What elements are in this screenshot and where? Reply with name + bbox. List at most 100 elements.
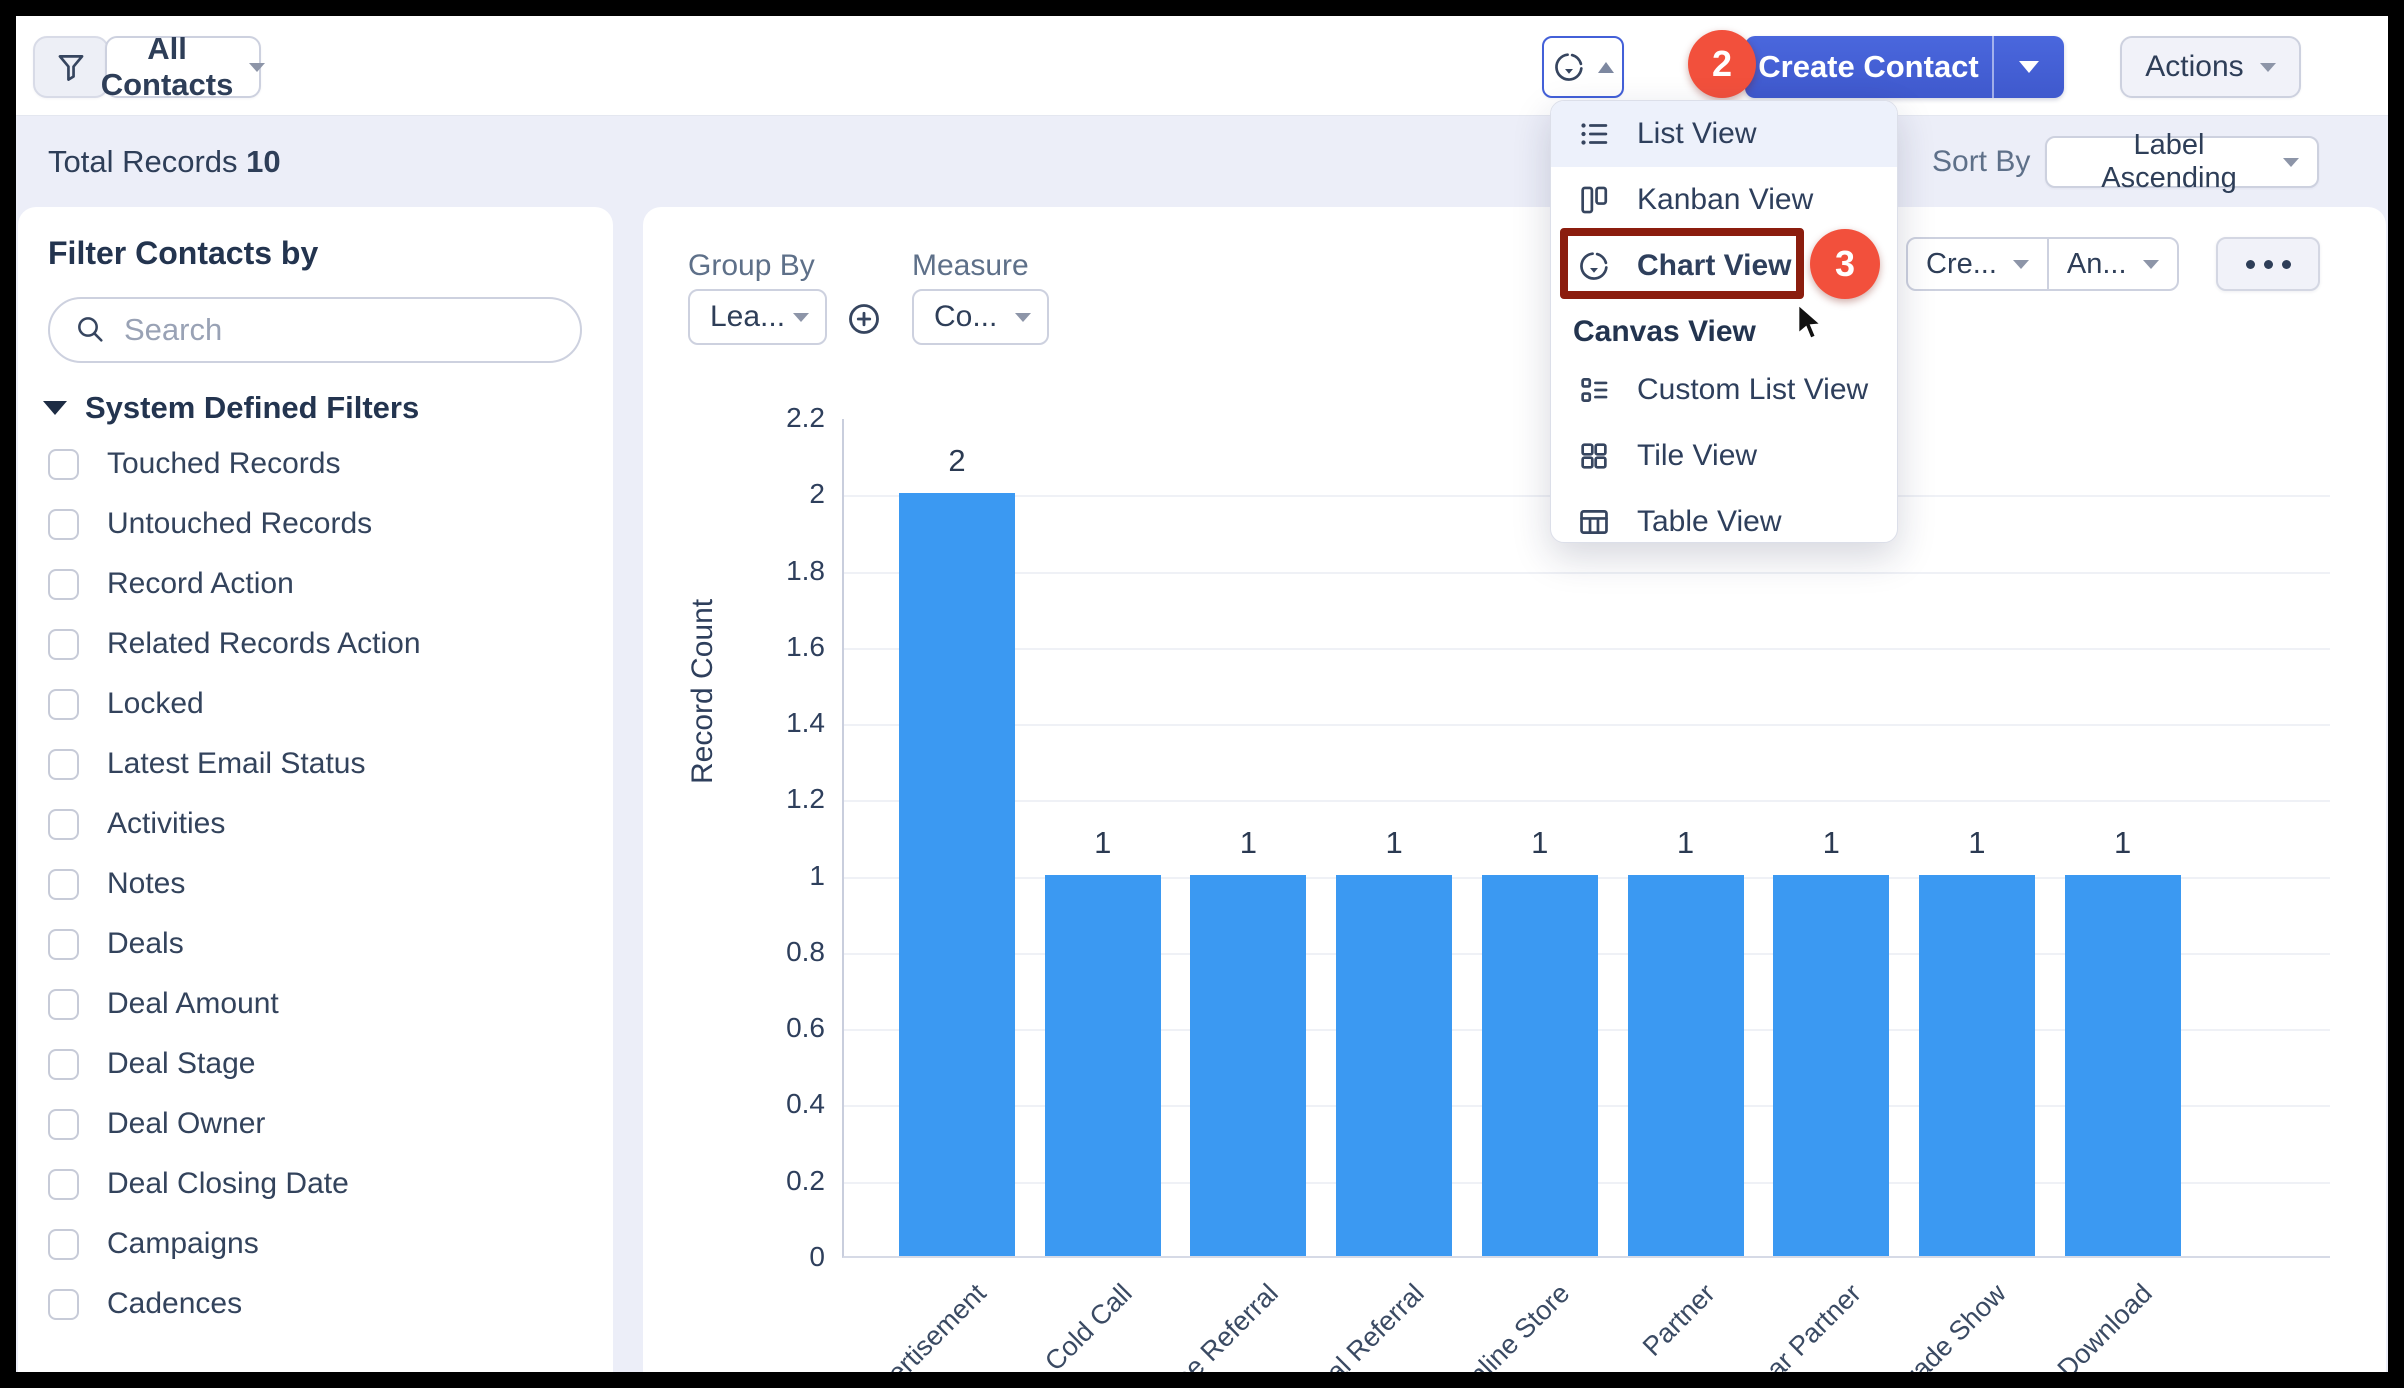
checkbox[interactable] [48,1288,79,1320]
menu-item-custom-list-view[interactable]: Custom List View [1551,357,1897,423]
filter-item-related-records-action[interactable]: Related Records Action [48,614,588,674]
chevron-down-icon [2259,62,2276,72]
filter-item-label: Touched Records [107,447,341,480]
menu-item-table-view[interactable]: Table View [1551,489,1897,542]
y-axis-tick-label: 1.4 [786,707,825,739]
created-time-dropdown[interactable]: Cre... [1908,239,2047,289]
y-axis-tick-label: 1.6 [786,630,825,662]
checkbox[interactable] [48,688,79,720]
filter-item-activities[interactable]: Activities [48,794,588,854]
bar-value-label: 1 [1531,824,1549,860]
checkbox[interactable] [48,988,79,1020]
checkbox[interactable] [48,1228,79,1260]
more-options-button[interactable] [2216,237,2320,291]
checkbox[interactable] [48,1048,79,1080]
range-dropdown[interactable]: An... [2046,239,2177,289]
filter-item-label: Campaigns [107,1227,259,1260]
filter-sidebar: Filter Contacts by System Defined Filter… [18,207,613,1372]
menu-item-kanban-view[interactable]: Kanban View [1551,167,1897,233]
checkbox[interactable] [48,508,79,540]
filter-item-label: Activities [107,807,226,840]
add-group-by-button[interactable] [846,301,882,337]
checkbox[interactable] [48,748,79,780]
checkbox[interactable] [48,928,79,960]
menu-item-label: List View [1637,117,1757,150]
chevron-down-icon [2142,259,2159,269]
menu-item-label: Tile View [1637,439,1758,472]
filter-item-campaigns[interactable]: Campaigns [48,1214,588,1274]
bar-web-download[interactable] [2064,874,2181,1256]
measure-dropdown[interactable]: Co... [912,289,1049,345]
filter-item-notes[interactable]: Notes [48,854,588,914]
y-axis-tick-label: 1.8 [786,554,825,586]
total-records-label: Total Records [48,143,238,179]
actions-button[interactable]: Actions [2120,36,2301,98]
y-axis-tick-label: 0.6 [786,1012,825,1044]
checkbox[interactable] [48,808,79,840]
bar-partner[interactable] [1627,874,1744,1256]
filter-item-label: Deals [107,927,184,960]
filter-button[interactable] [33,36,109,98]
filter-item-deal-owner[interactable]: Deal Owner [48,1094,588,1154]
gridline [844,800,2330,803]
checkbox[interactable] [48,1108,79,1140]
module-view-selector[interactable]: All Contacts [101,31,266,102]
bar-online-store[interactable] [1481,874,1598,1256]
total-records: Total Records 10 [48,144,281,180]
checkbox[interactable] [48,1168,79,1200]
menu-item-list-view[interactable]: List View [1551,101,1897,167]
checkbox[interactable] [48,868,79,900]
x-axis-label: Advertisement [848,1278,993,1372]
filter-list: Touched Records Untouched Records Record A… [48,434,588,1334]
group-by-dropdown[interactable]: Lea... [688,289,827,345]
sort-order-dropdown[interactable]: Label Ascending [2045,129,2319,194]
y-axis-tick-label: 2.2 [786,402,825,433]
measure-label: Measure [912,249,1029,282]
filter-item-deal-closing-date[interactable]: Deal Closing Date [48,1154,588,1214]
create-contact-dropdown-button[interactable] [1992,36,2064,98]
create-contact-button[interactable]: Create Contact [1745,36,1992,98]
filter-item-touched-records[interactable]: Touched Records [48,434,588,494]
funnel-icon [54,50,88,84]
bar-value-label: 1 [1385,824,1403,860]
gridline [844,571,2330,574]
filter-item-locked[interactable]: Locked [48,674,588,734]
y-axis-tick-label: 0 [809,1241,825,1272]
filter-item-record-action[interactable]: Record Action [48,554,588,614]
view-switcher-button[interactable] [1542,36,1624,98]
chevron-down-icon [2012,259,2029,269]
filter-item-cadences[interactable]: Cadences [48,1274,588,1334]
system-filters-section-toggle[interactable]: System Defined Filters [43,390,419,426]
bar-cold-call[interactable] [1044,874,1161,1256]
sort-by-label: Sort By [1932,144,2031,178]
bar-trade-show[interactable] [1918,874,2035,1256]
x-axis-label: Partner [1636,1278,1721,1362]
filter-item-latest-email-status[interactable]: Latest Email Status [48,734,588,794]
menu-item-tile-view[interactable]: Tile View [1551,423,1897,489]
chevron-down-icon [1015,312,1031,322]
checkbox[interactable] [48,568,79,600]
chevron-down-icon [2283,157,2299,167]
checkbox[interactable] [48,628,79,660]
bar-seminar-partner[interactable] [1773,874,1890,1256]
app-frame: All Contacts Create Contact 2 Actions To… [16,16,2388,1372]
bar-employee-referral[interactable] [1190,874,1307,1256]
view-menu: List View Kanban View Chart View Canvas Vi… [1550,100,1898,543]
sidebar-search[interactable] [48,297,582,363]
bar-external-referral[interactable] [1336,874,1453,1256]
checkbox[interactable] [48,448,79,480]
search-input[interactable] [124,312,556,348]
filter-item-deals[interactable]: Deals [48,914,588,974]
canvas-view-section-title: Canvas View [1573,315,1756,348]
step-3-badge: 3 [1810,229,1880,299]
menu-item-label: Kanban View [1637,183,1814,216]
group-by-label: Group By [688,249,815,282]
filter-item-untouched-records[interactable]: Untouched Records [48,494,588,554]
group-by-value: Lea... [710,300,786,333]
bar-advertisement[interactable] [899,493,1015,1256]
filter-item-deal-amount[interactable]: Deal Amount [48,974,588,1034]
menu-item-chart-view[interactable]: Chart View [1551,233,1897,299]
y-axis-title: Record Count [686,598,719,784]
bar-value-label: 1 [1676,824,1695,860]
filter-item-deal-stage[interactable]: Deal Stage [48,1034,588,1094]
